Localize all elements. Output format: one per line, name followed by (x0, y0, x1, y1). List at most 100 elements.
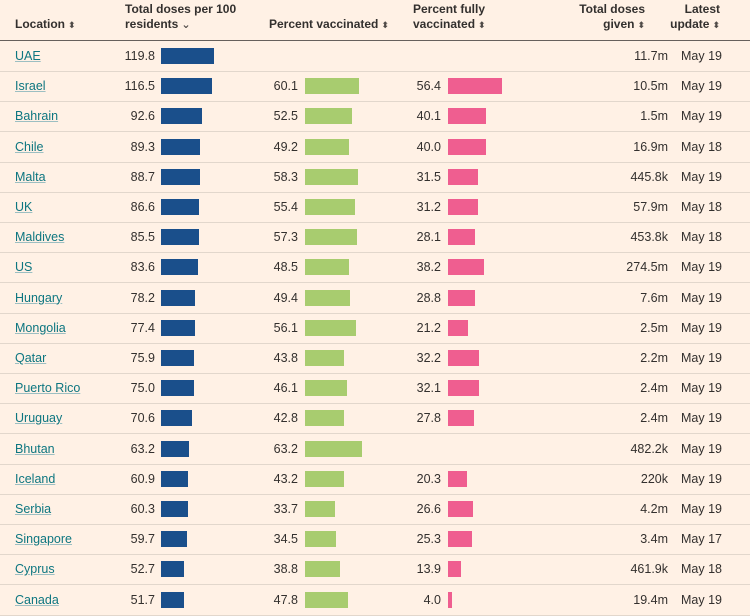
header-percent-fully-vaccinated[interactable]: Percent fully vaccinated ⬍ (413, 2, 486, 33)
doses-per-100-bar (161, 591, 184, 608)
doses-per-100-bar (161, 470, 188, 487)
location-link[interactable]: Maldives (15, 230, 65, 245)
percent-vaccinated-bar (305, 229, 357, 246)
percent-fully-vaccinated-bar (448, 380, 479, 397)
sort-icon: ⬍ (381, 20, 389, 30)
latest-update-value: May 19 (681, 471, 722, 486)
doses-per-100-value: 63.2 (130, 441, 155, 456)
doses-per-100-bar (161, 168, 200, 185)
table-row: Canada 51.7 47.8 4.0 19.4m May 19 (0, 585, 750, 616)
percent-vaccinated-value: 48.5 (273, 260, 298, 275)
location-link[interactable]: Uruguay (15, 411, 63, 426)
location-link[interactable]: Serbia (15, 502, 52, 516)
header-full-line1: Percent fully (413, 2, 486, 16)
location-link[interactable]: Bhutan (15, 441, 55, 456)
percent-vaccinated-value: 47.8 (273, 592, 298, 607)
percent-fully-vaccinated-value: 32.1 (416, 381, 441, 396)
table-row: Hungary 78.2 49.4 28.8 7.6m May 19 (0, 283, 750, 314)
doses-per-100-bar (161, 259, 198, 276)
doses-per-100-value: 85.5 (130, 230, 155, 245)
percent-vaccinated-bar (305, 108, 353, 125)
doses-per-100-value: 86.6 (130, 200, 155, 214)
doses-per-100-bar (161, 199, 200, 215)
total-doses-value: 19.4m (633, 592, 668, 607)
percent-fully-vaccinated-value: 31.5 (416, 169, 441, 184)
header-doses-per-100[interactable]: Total doses per 100 residents ⌄ (125, 2, 236, 33)
latest-update-value: May 19 (681, 49, 722, 63)
percent-fully-vaccinated-bar (448, 561, 462, 578)
location-link[interactable]: Singapore (15, 532, 72, 547)
header-total-doses-given[interactable]: Total doses given ⬍ (560, 2, 645, 33)
table-row: Puerto Rico 75.0 46.1 32.1 2.4m May 19 (0, 373, 750, 405)
percent-fully-vaccinated-value: 56.4 (416, 79, 441, 94)
table-row: US 83.6 48.5 38.2 274.5m May 19 (0, 252, 750, 284)
table-row: Maldives 85.5 57.3 28.1 453.8k May 18 (0, 222, 750, 254)
location-link[interactable]: Puerto Rico (15, 381, 81, 396)
total-doses-value: 3.4m (640, 532, 668, 547)
doses-per-100-value: 89.3 (130, 139, 155, 154)
percent-vaccinated-bar (305, 380, 347, 397)
doses-per-100-bar (161, 229, 199, 246)
total-doses-value: 11.7m (634, 49, 668, 63)
doses-per-100-value: 78.2 (130, 290, 155, 305)
header-total-line1: Total doses (579, 2, 645, 16)
doses-per-100-bar (161, 561, 185, 578)
percent-fully-vaccinated-bar (448, 289, 476, 306)
table-row: Bahrain 92.6 52.5 40.1 1.5m May 19 (0, 101, 750, 133)
percent-fully-vaccinated-bar (448, 531, 472, 548)
location-link[interactable]: Malta (15, 169, 46, 184)
percent-vaccinated-value: 46.1 (273, 381, 298, 396)
total-doses-value: 461.9k (630, 562, 668, 577)
header-percent-vaccinated[interactable]: Percent vaccinated ⬍ (269, 17, 389, 33)
percent-fully-vaccinated-value: 28.8 (416, 290, 441, 305)
total-doses-value: 16.9m (633, 139, 668, 154)
percent-fully-vaccinated-bar (448, 168, 478, 185)
percent-vaccinated-bar (305, 561, 340, 578)
table-header: Location ⬍ Total doses per 100 residents ⌄… (0, 0, 750, 41)
location-link[interactable]: US (15, 260, 33, 275)
location-link[interactable]: Chile (15, 139, 44, 154)
doses-per-100-value: 83.6 (130, 260, 155, 275)
table-row: Serbia 60.3 33.7 26.6 4.2m May 19 (0, 494, 750, 525)
table-row: Qatar 75.9 43.8 32.2 2.2m May 19 (0, 343, 750, 374)
location-link[interactable]: Canada (15, 592, 59, 607)
location-link[interactable]: UAE (15, 49, 41, 63)
percent-vaccinated-bar (305, 591, 348, 608)
table-row: UAE 119.8 11.7m May 19 (0, 41, 750, 72)
location-link[interactable]: Iceland (15, 471, 56, 486)
location-link[interactable]: Bahrain (15, 109, 59, 124)
location-link[interactable]: Israel (15, 79, 46, 94)
percent-fully-vaccinated-bar (448, 78, 502, 95)
percent-fully-vaccinated-value: 28.1 (416, 230, 441, 245)
location-link[interactable]: Hungary (15, 290, 63, 305)
table-row: Iceland 60.9 43.2 20.3 220k May 19 (0, 464, 750, 495)
percent-vaccinated-value: 43.8 (273, 351, 298, 365)
header-latest-update[interactable]: Latest update ⬍ (668, 2, 720, 33)
percent-vaccinated-value: 52.5 (273, 109, 298, 124)
total-doses-value: 453.8k (630, 230, 668, 245)
percent-vaccinated-value: 49.2 (273, 139, 298, 154)
table-row: Cyprus 52.7 38.8 13.9 461.9k May 18 (0, 554, 750, 586)
location-link[interactable]: Mongolia (15, 320, 66, 335)
percent-fully-vaccinated-value: 40.0 (416, 139, 441, 154)
total-doses-value: 2.4m (640, 411, 668, 426)
location-link[interactable]: Cyprus (15, 562, 55, 577)
table-row: Mongolia 77.4 56.1 21.2 2.5m May 19 (0, 313, 750, 344)
percent-fully-vaccinated-bar (448, 259, 485, 276)
total-doses-value: 2.4m (640, 381, 668, 396)
doses-per-100-bar (161, 108, 202, 125)
total-doses-value: 4.2m (640, 502, 668, 516)
total-doses-value: 10.5m (633, 79, 668, 94)
location-link[interactable]: UK (15, 200, 33, 214)
percent-vaccinated-bar (305, 350, 345, 366)
table-row: Bhutan 63.2 63.2 482.2k May 19 (0, 434, 750, 465)
latest-update-value: May 19 (681, 411, 722, 426)
sort-icon: ⬍ (637, 20, 645, 30)
latest-update-value: May 19 (681, 351, 722, 365)
header-location[interactable]: Location ⬍ (15, 17, 76, 33)
percent-fully-vaccinated-value: 31.2 (416, 200, 441, 214)
percent-vaccinated-bar (305, 319, 356, 336)
percent-fully-vaccinated-value: 20.3 (416, 471, 441, 486)
percent-fully-vaccinated-bar (448, 229, 475, 246)
location-link[interactable]: Qatar (15, 351, 47, 365)
